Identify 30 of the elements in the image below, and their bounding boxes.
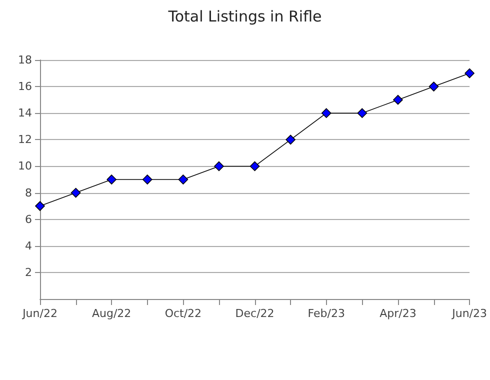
point [321, 108, 332, 118]
y-tick-label: 6 [25, 212, 32, 226]
y-tick-label: 16 [18, 80, 32, 94]
point [70, 188, 81, 198]
x-tick-label: Aug/22 [92, 307, 132, 320]
x-tick-label: Oct/22 [164, 307, 202, 320]
point [106, 174, 116, 184]
x-tick-label: Apr/23 [380, 307, 416, 320]
point [142, 174, 152, 184]
point [464, 68, 474, 78]
y-tick-label: 18 [18, 54, 32, 66]
x-tick-label: Dec/22 [235, 307, 274, 320]
chart-title: Total Listings in Rifle [167, 8, 322, 26]
y-tick-label: 2 [25, 266, 32, 279]
x-tick-label: Jun/22 [22, 307, 58, 320]
point [178, 174, 188, 184]
y-tick-label: 14 [18, 106, 32, 120]
point [250, 161, 260, 172]
y-tick-label: 4 [25, 239, 32, 252]
point [428, 82, 439, 92]
point [35, 201, 45, 211]
x-tick-label: Jun/23 [451, 307, 487, 320]
x-tick-label: Feb/23 [308, 307, 345, 320]
point [357, 108, 368, 118]
point [214, 161, 224, 172]
point [286, 134, 296, 145]
y-tick-label: 10 [18, 160, 32, 173]
y-tick-label: 12 [18, 133, 32, 146]
point [393, 94, 403, 105]
y-tick-label: 8 [25, 186, 32, 200]
